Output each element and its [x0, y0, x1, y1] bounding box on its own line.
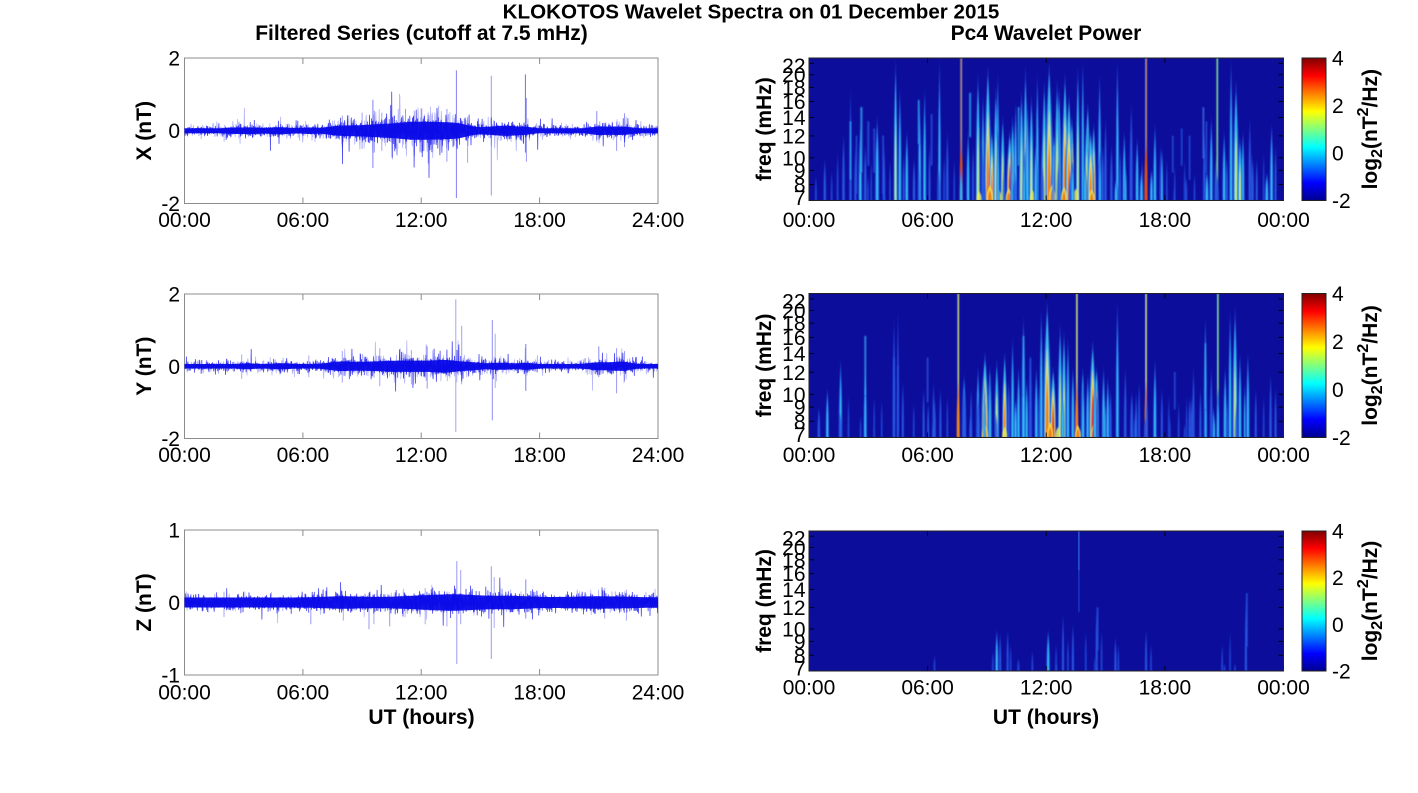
svg-text:-1: -1 — [161, 665, 180, 688]
svg-text:18:00: 18:00 — [1139, 209, 1192, 232]
svg-text:UT (hours): UT (hours) — [368, 706, 474, 729]
svg-text:00:00: 00:00 — [1257, 209, 1310, 232]
svg-text:24:00: 24:00 — [632, 444, 685, 467]
svg-text:06:00: 06:00 — [901, 677, 954, 700]
svg-text:9: 9 — [794, 631, 806, 654]
svg-text:10: 10 — [782, 384, 805, 407]
svg-text:-2: -2 — [1332, 427, 1351, 450]
svg-text:12:00: 12:00 — [1020, 209, 1073, 232]
svg-text:18:00: 18:00 — [513, 444, 566, 467]
svg-text:8: 8 — [794, 645, 806, 668]
svg-text:12:00: 12:00 — [395, 444, 448, 467]
svg-text:log2(nT2/Hz): log2(nT2/Hz) — [1355, 305, 1386, 425]
svg-text:0: 0 — [1332, 379, 1344, 402]
svg-text:Pc4 Wavelet Power: Pc4 Wavelet Power — [951, 22, 1142, 45]
svg-text:18: 18 — [782, 549, 805, 572]
svg-text:06:00: 06:00 — [277, 444, 330, 467]
svg-text:0: 0 — [168, 356, 180, 379]
svg-text:X (nT): X (nT) — [133, 101, 156, 160]
svg-text:06:00: 06:00 — [277, 209, 330, 232]
svg-text:18:00: 18:00 — [513, 682, 566, 705]
svg-text:14: 14 — [782, 343, 806, 366]
svg-text:Y (nT): Y (nT) — [133, 337, 156, 396]
svg-text:UT (hours): UT (hours) — [993, 706, 1099, 729]
svg-text:10: 10 — [782, 147, 805, 170]
svg-text:20: 20 — [782, 64, 805, 87]
svg-text:0: 0 — [168, 592, 180, 615]
svg-text:9: 9 — [794, 397, 806, 420]
svg-text:7: 7 — [794, 187, 806, 210]
svg-text:Z (nT): Z (nT) — [133, 573, 156, 631]
svg-text:12: 12 — [782, 125, 805, 148]
svg-text:16: 16 — [782, 563, 805, 586]
svg-text:1: 1 — [168, 520, 180, 543]
svg-text:log2(nT2/Hz): log2(nT2/Hz) — [1355, 541, 1386, 661]
svg-text:22: 22 — [782, 290, 805, 313]
svg-text:16: 16 — [782, 91, 805, 114]
svg-text:12: 12 — [782, 597, 805, 620]
svg-text:2: 2 — [1332, 95, 1344, 118]
svg-text:7: 7 — [794, 424, 806, 447]
svg-text:2: 2 — [1332, 567, 1344, 590]
svg-text:10: 10 — [782, 619, 805, 642]
svg-text:16: 16 — [782, 327, 805, 350]
svg-text:12:00: 12:00 — [1020, 444, 1073, 467]
svg-text:18: 18 — [782, 77, 805, 100]
svg-text:8: 8 — [794, 174, 806, 197]
svg-text:12:00: 12:00 — [1020, 677, 1073, 700]
svg-text:18: 18 — [782, 313, 805, 336]
svg-text:0: 0 — [168, 120, 180, 143]
svg-text:freq (mHz): freq (mHz) — [753, 77, 776, 181]
svg-text:00:00: 00:00 — [783, 677, 836, 700]
svg-text:22: 22 — [782, 55, 805, 78]
svg-text:24:00: 24:00 — [632, 209, 685, 232]
svg-text:12:00: 12:00 — [395, 209, 448, 232]
svg-text:4: 4 — [1332, 48, 1344, 71]
svg-text:7: 7 — [794, 658, 806, 681]
svg-text:20: 20 — [782, 537, 805, 560]
svg-text:KLOKOTOS Wavelet Spectra on 01: KLOKOTOS Wavelet Spectra on 01 December … — [503, 1, 1000, 24]
svg-text:2: 2 — [168, 48, 180, 71]
svg-text:-2: -2 — [161, 193, 180, 216]
svg-text:00:00: 00:00 — [158, 209, 211, 232]
svg-text:freq (mHz): freq (mHz) — [753, 549, 776, 653]
svg-text:22: 22 — [782, 528, 805, 551]
svg-text:20: 20 — [782, 300, 805, 323]
svg-text:06:00: 06:00 — [901, 444, 954, 467]
svg-text:18:00: 18:00 — [513, 209, 566, 232]
svg-text:24:00: 24:00 — [632, 682, 685, 705]
svg-text:-2: -2 — [1332, 661, 1351, 684]
svg-text:0: 0 — [1332, 614, 1344, 637]
svg-text:2: 2 — [168, 284, 180, 307]
svg-text:9: 9 — [794, 160, 806, 183]
svg-text:0: 0 — [1332, 143, 1344, 166]
svg-text:4: 4 — [1332, 283, 1344, 306]
svg-text:00:00: 00:00 — [1257, 444, 1310, 467]
svg-text:00:00: 00:00 — [158, 444, 211, 467]
svg-text:12: 12 — [782, 362, 805, 385]
svg-text:freq (mHz): freq (mHz) — [753, 314, 776, 418]
svg-text:Filtered Series (cutoff at 7.5: Filtered Series (cutoff at 7.5 mHz) — [255, 22, 588, 45]
svg-text:00:00: 00:00 — [158, 682, 211, 705]
svg-text:12:00: 12:00 — [395, 682, 448, 705]
svg-text:-2: -2 — [1332, 190, 1351, 213]
svg-text:06:00: 06:00 — [277, 682, 330, 705]
svg-text:-2: -2 — [161, 428, 180, 451]
svg-text:14: 14 — [782, 107, 806, 130]
svg-text:18:00: 18:00 — [1139, 444, 1192, 467]
svg-text:00:00: 00:00 — [1257, 677, 1310, 700]
svg-text:00:00: 00:00 — [783, 444, 836, 467]
svg-text:log2(nT2/Hz): log2(nT2/Hz) — [1355, 69, 1386, 189]
svg-text:14: 14 — [782, 579, 806, 602]
svg-text:8: 8 — [794, 411, 806, 434]
svg-text:2: 2 — [1332, 331, 1344, 354]
svg-text:4: 4 — [1332, 521, 1344, 544]
svg-text:18:00: 18:00 — [1139, 677, 1192, 700]
svg-text:00:00: 00:00 — [783, 209, 836, 232]
svg-text:06:00: 06:00 — [901, 209, 954, 232]
